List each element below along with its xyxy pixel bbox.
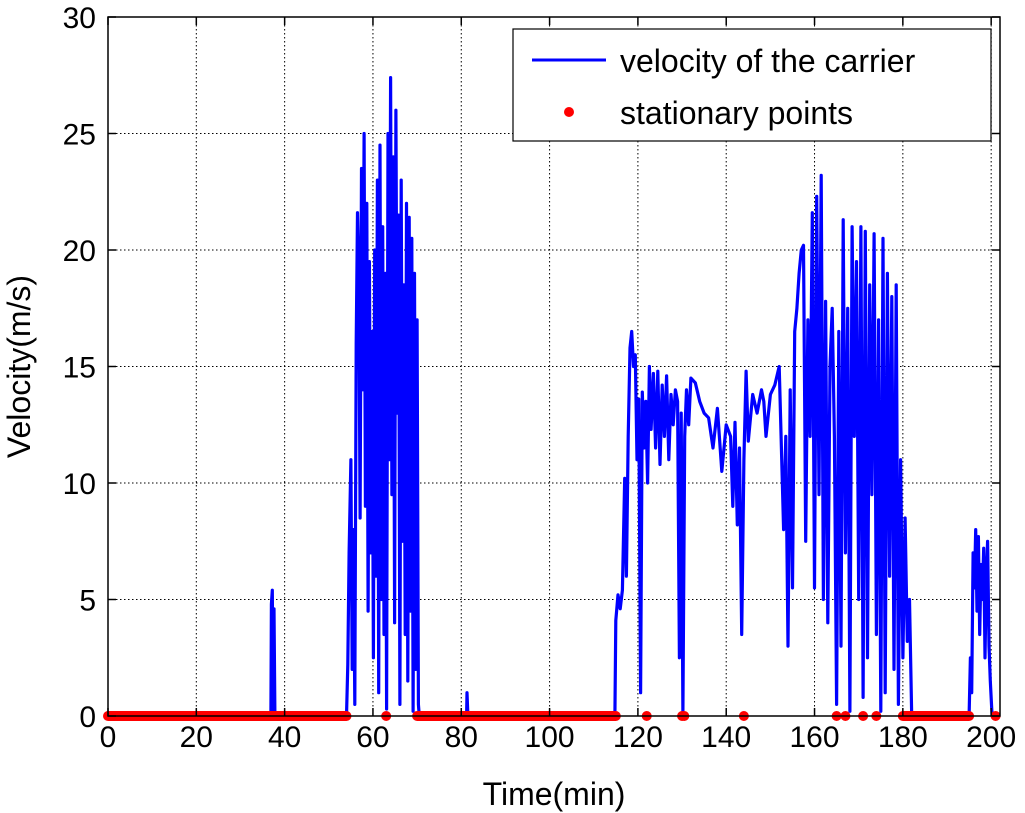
y-tick-label: 10 [63,468,96,501]
y-tick-label: 5 [79,585,96,618]
legend-dot-swatch [564,107,574,117]
legend-box [512,28,992,142]
x-tick-label: 160 [790,721,840,754]
x-tick-label: 200 [966,721,1016,754]
y-tick-label: 30 [63,2,96,35]
x-axis-label: Time(min) [483,776,626,812]
x-tick-label: 140 [701,721,751,754]
y-tick-label: 15 [63,352,96,385]
legend: velocity of the carrier stationary point… [512,28,992,142]
series-layer [103,75,1001,721]
x-tick-label: 120 [613,721,663,754]
legend-entry-stationary: stationary points [620,95,853,131]
axis-ticks: 0 20 40 60 80 100 120 140 160 180 200 0 5 10 15 20 25 30 [63,2,1017,754]
y-tick-label: 25 [63,119,96,152]
x-tick-label: 60 [356,721,389,754]
x-tick-label: 40 [268,721,301,754]
y-axis-label: Velocity(m/s) [1,275,37,458]
legend-entry-velocity: velocity of the carrier [620,43,916,79]
x-tick-label: 0 [100,721,117,754]
x-tick-label: 180 [878,721,928,754]
velocity-series-line [108,75,1000,718]
y-tick-label: 20 [63,235,96,268]
y-tick-label: 0 [79,701,96,734]
x-tick-label: 100 [525,721,575,754]
x-tick-label: 80 [445,721,478,754]
x-tick-label: 20 [180,721,213,754]
